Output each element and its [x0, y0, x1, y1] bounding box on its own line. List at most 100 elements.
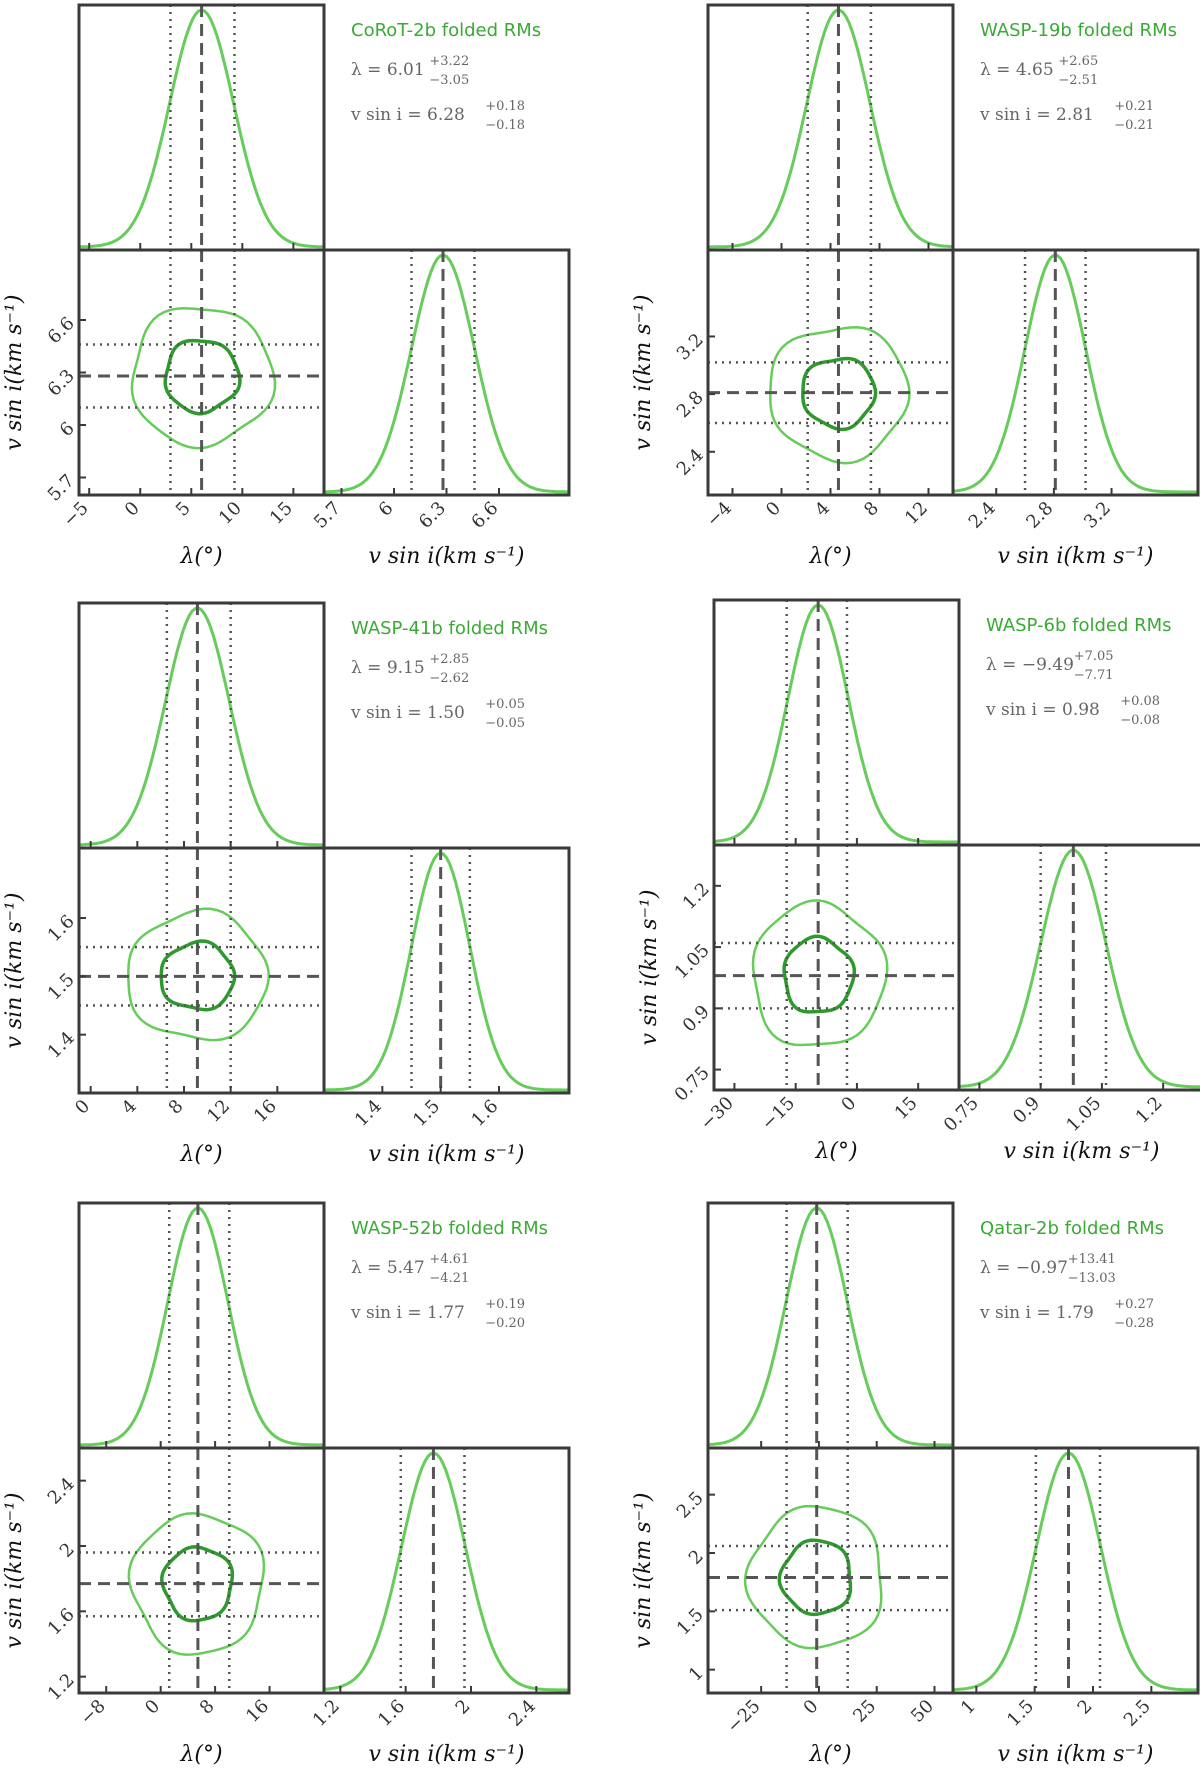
lambda-tick-label: 5: [172, 498, 195, 521]
vsini-tick-label: 2.5: [1120, 1696, 1155, 1731]
vsini-y-tick-label: 1.6: [44, 1604, 79, 1639]
vsini-tick-label: 1.2: [309, 1696, 344, 1731]
corner-panel-group-4: −30 −15 0 15 0.75 0.75 0.9 0.9 1.05 1.05 1.2 1.2 λ(°…: [637, 598, 1200, 1164]
vsini-tick-label: 6: [375, 498, 398, 521]
lambda-tick-label: 12: [901, 498, 932, 529]
lambda-tick-label: 0: [800, 1696, 823, 1719]
vsini-tick-label: 1.6: [374, 1696, 409, 1731]
vsini-tick-label: 0.75: [940, 1093, 983, 1136]
vsini-marginal-frame: [951, 248, 1200, 497]
lambda-tick-label: −4: [702, 498, 736, 532]
joint-contour-outer: [751, 899, 889, 1047]
lambda-marginal-curve: [713, 603, 959, 844]
vsini-tick-label: 1.6: [467, 1096, 502, 1131]
lambda-stat: λ = 5.47: [351, 1258, 425, 1278]
vsini-stat-minus: −0.05: [485, 716, 525, 731]
vsini-y-tick-label: 5.7: [44, 470, 79, 505]
vsini-stat-plus: +0.21: [1114, 99, 1154, 114]
vsini-y-tick-label: 1.5: [44, 969, 79, 1004]
lambda-axis-label: λ(°): [808, 1742, 851, 1767]
vsini-tick-label: 3.2: [1080, 498, 1115, 533]
vsini-tick-label: 1.2: [1132, 1093, 1167, 1128]
vsini-y-tick-label: 2.8: [673, 387, 708, 422]
vsini-y-tick-label: 1.2: [679, 879, 714, 914]
vsini-y-tick-label: 1.5: [673, 1604, 708, 1639]
lambda-axis-label: λ(°): [179, 1742, 222, 1767]
lambda-tick-label: 0: [762, 498, 785, 521]
vsini-y-tick-label: 2.5: [673, 1488, 708, 1523]
vsini-tick-label: 6.6: [467, 498, 502, 533]
lambda-stat-plus: +13.41: [1068, 1252, 1116, 1267]
vsini-y-tick-label: 6: [56, 418, 79, 441]
lambda-tick-label: −5: [59, 498, 93, 532]
lambda-stat-plus: +4.61: [429, 1252, 469, 1267]
lambda-tick-label: 0: [71, 1096, 94, 1119]
vsini-y-axis-label: v sin i(km s⁻¹): [2, 294, 27, 450]
lambda-tick-label: 8: [165, 1096, 188, 1119]
vsini-axis-label: v sin i(km s⁻¹): [997, 1742, 1153, 1767]
vsini-y-tick-label: 1.05: [671, 940, 714, 983]
lambda-marginal-curve: [78, 606, 324, 847]
vsini-y-tick-label: 2: [685, 1546, 708, 1569]
lambda-stat-minus: −2.51: [1058, 73, 1098, 88]
vsini-stat-plus: +0.05: [485, 697, 525, 712]
vsini-marginal-frame: [322, 248, 571, 497]
lambda-stat-minus: −2.62: [429, 671, 469, 686]
corner-panel-group-2: −4 0 4 8 12 2.4 2.4 2.8 2.8 3.2 3.2 λ(°) v sin i(km …: [631, 3, 1200, 569]
corner-panel-group-5: −8 0 8 16 1.2 1.2 1.6 1.6 2 2 2.4 2.4 λ(°) v sin i(km…: [2, 1201, 571, 1767]
lambda-tick-label: 12: [203, 1096, 234, 1127]
vsini-stat: v sin i = 1.79: [979, 1303, 1094, 1323]
lambda-axis-label: λ(°): [814, 1139, 857, 1164]
lambda-stat: λ = 9.15: [351, 658, 425, 678]
vsini-axis-label: v sin i(km s⁻¹): [368, 1142, 524, 1167]
vsini-y-tick-label: 6.6: [44, 313, 79, 348]
lambda-marginal-curve: [79, 1206, 325, 1447]
lambda-tick-label: 15: [266, 498, 297, 529]
vsini-tick-label: 5.7: [310, 498, 345, 533]
joint-contour-outer: [743, 1504, 883, 1650]
vsini-tick-label: 2: [452, 1696, 475, 1719]
vsini-axis-label: v sin i(km s⁻¹): [368, 1742, 524, 1767]
vsini-stat: v sin i = 1.77: [350, 1303, 465, 1323]
vsini-y-tick-label: 1.4: [44, 1028, 79, 1063]
vsini-y-tick-label: 0.75: [671, 1063, 714, 1106]
vsini-marginal-curve: [323, 1451, 569, 1692]
lambda-marginal-frame: [77, 1201, 326, 1450]
lambda-tick-label: 15: [891, 1093, 922, 1124]
lambda-tick-label: 10: [215, 498, 246, 529]
lambda-tick-label: 16: [250, 1096, 281, 1127]
vsini-tick-label: 1.4: [351, 1096, 386, 1131]
lambda-tick-label: −15: [757, 1093, 799, 1135]
lambda-tick-label: 0: [121, 498, 144, 521]
vsini-y-tick-label: 1: [685, 1663, 708, 1686]
lambda-marginal-frame: [77, 601, 326, 850]
vsini-stat: v sin i = 6.28: [350, 105, 465, 125]
panel-title: WASP-41b folded RMs: [351, 618, 548, 639]
joint-frame: [706, 248, 955, 497]
vsini-marginal-curve: [324, 851, 569, 1092]
panel-title: WASP-52b folded RMs: [351, 1218, 548, 1239]
vsini-stat-minus: −0.28: [1114, 1316, 1154, 1331]
panel-title: CoRoT-2b folded RMs: [351, 20, 541, 41]
lambda-tick-label: 0: [141, 1696, 164, 1719]
lambda-axis-label: λ(°): [179, 1142, 222, 1167]
lambda-tick-label: 4: [118, 1096, 141, 1119]
lambda-tick-label: 0: [838, 1093, 861, 1116]
vsini-y-axis-label: v sin i(km s⁻¹): [637, 889, 662, 1045]
lambda-tick-label: 25: [849, 1696, 880, 1727]
lambda-tick-label: −8: [76, 1696, 110, 1730]
vsini-marginal-curve: [323, 253, 569, 494]
joint-contour-outer: [127, 1512, 266, 1656]
lambda-tick-label: −25: [723, 1696, 765, 1738]
vsini-y-axis-label: v sin i(km s⁻¹): [2, 892, 27, 1048]
vsini-stat: v sin i = 2.81: [979, 105, 1094, 125]
lambda-tick-label: 50: [907, 1696, 938, 1727]
vsini-stat-minus: −0.21: [1114, 118, 1154, 133]
lambda-tick-label: 4: [811, 498, 834, 521]
vsini-y-tick-label: 2.4: [44, 1474, 79, 1509]
vsini-y-tick-label: 1.6: [44, 911, 79, 946]
vsini-stat-minus: −0.18: [485, 118, 525, 133]
lambda-stat: λ = −0.97: [980, 1258, 1068, 1278]
lambda-stat-minus: −4.21: [429, 1271, 469, 1286]
